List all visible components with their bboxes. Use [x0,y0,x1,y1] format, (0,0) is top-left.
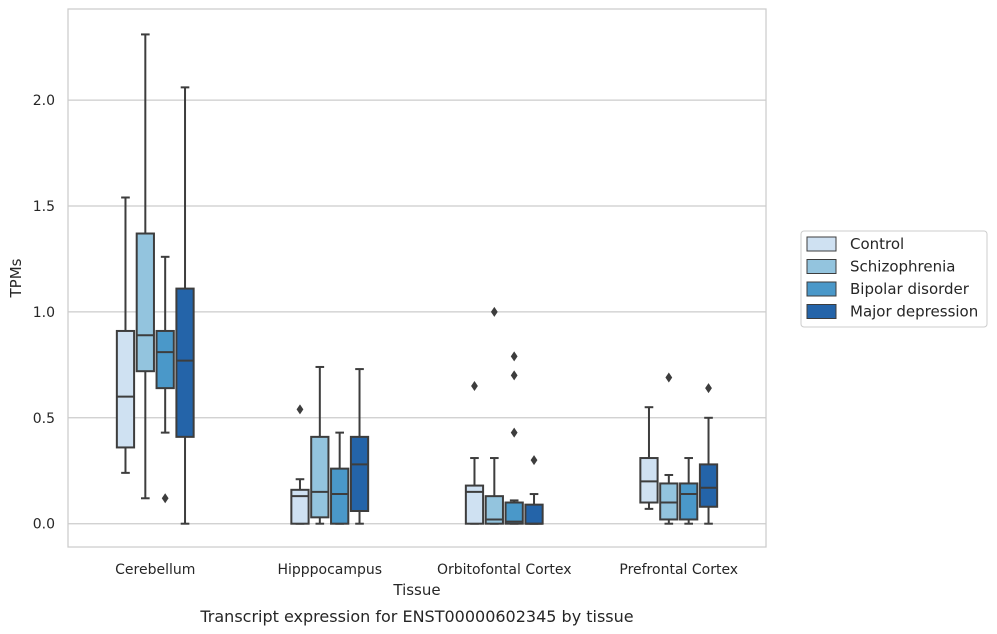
outlier-point [665,372,673,383]
y-tick-label: 0.5 [33,411,55,427]
box-control [639,406,659,510]
box-major-depression [698,383,719,525]
legend-swatch [806,281,837,297]
x-tick-label: Orbitofontal Cortex [437,562,572,578]
iqr-box [155,329,175,390]
x-axis-label: Tissue [392,581,440,599]
outlier-point [510,427,518,438]
legend-swatch [806,304,837,319]
iqr-box [679,482,699,521]
outlier-point [296,404,304,415]
legend-label: Bipolar disorder [850,280,970,298]
iqr-box [175,287,195,438]
y-axis-ticks: 0.0 0.5 1.0 1.5 2.0 [33,93,55,533]
box-bipolar-disorder [504,351,524,525]
box-major-depression [349,368,370,525]
iqr-box [349,435,370,512]
plot-frame [67,8,767,548]
outlier-point [510,370,518,381]
y-tick-label: 1.0 [33,305,55,321]
legend-label: Major depression [850,303,978,321]
box-control [464,381,485,525]
box-groups [115,33,719,525]
legend-frame [800,230,988,328]
legend-label: Schizophrenia [850,258,955,276]
legend-entries: Control Schizophrenia Bipolar disorder Majo… [806,235,978,321]
box-control [290,404,310,525]
box-bipolar-disorder [679,457,699,525]
box-major-depression [175,86,195,525]
legend-swatch [806,259,837,274]
y-tick-label: 0.0 [33,517,55,533]
outlier-point [705,383,712,394]
iqr-box [698,463,719,508]
chart-caption: Transcript expression for ENST0000060234… [199,607,633,626]
box-schizophrenia [659,372,679,525]
box-major-depression [524,455,544,525]
iqr-box [115,329,136,449]
x-tick-label: Hipppocampus [277,562,382,578]
iqr-box [659,482,679,521]
box-bipolar-disorder [155,255,175,504]
outlier-point [510,351,518,362]
x-tick-label: Prefrontal Cortex [619,562,738,578]
legend: Control Schizophrenia Bipolar disorder Majo… [800,230,988,328]
y-tick-label: 2.0 [33,93,55,109]
outlier-point [471,381,478,392]
iqr-box [290,488,310,525]
box-schizophrenia [310,365,330,525]
y-axis-label: TPMs [7,258,25,298]
iqr-box [484,495,504,525]
outlier-point [161,493,169,504]
legend-swatch [806,236,837,252]
y-tick-label: 1.5 [33,199,55,215]
box-bipolar-disorder [330,431,350,525]
outlier-point [490,306,498,317]
x-tick-label: Cerebellum [115,562,195,578]
iqr-box [310,435,330,519]
box-schizophrenia [484,306,504,525]
box-control [115,196,136,474]
iqr-box [639,457,659,504]
outlier-point [530,455,538,466]
iqr-box [524,503,544,525]
iqr-box [504,501,524,525]
grid-lines [68,99,766,525]
x-axis-ticks: Cerebellum Hipppocampus Orbitofontal Corte… [115,562,738,578]
box-schizophrenia [135,33,155,500]
iqr-box [330,467,350,525]
iqr-box [464,484,485,525]
legend-label: Control [850,235,904,253]
iqr-box [135,232,155,373]
